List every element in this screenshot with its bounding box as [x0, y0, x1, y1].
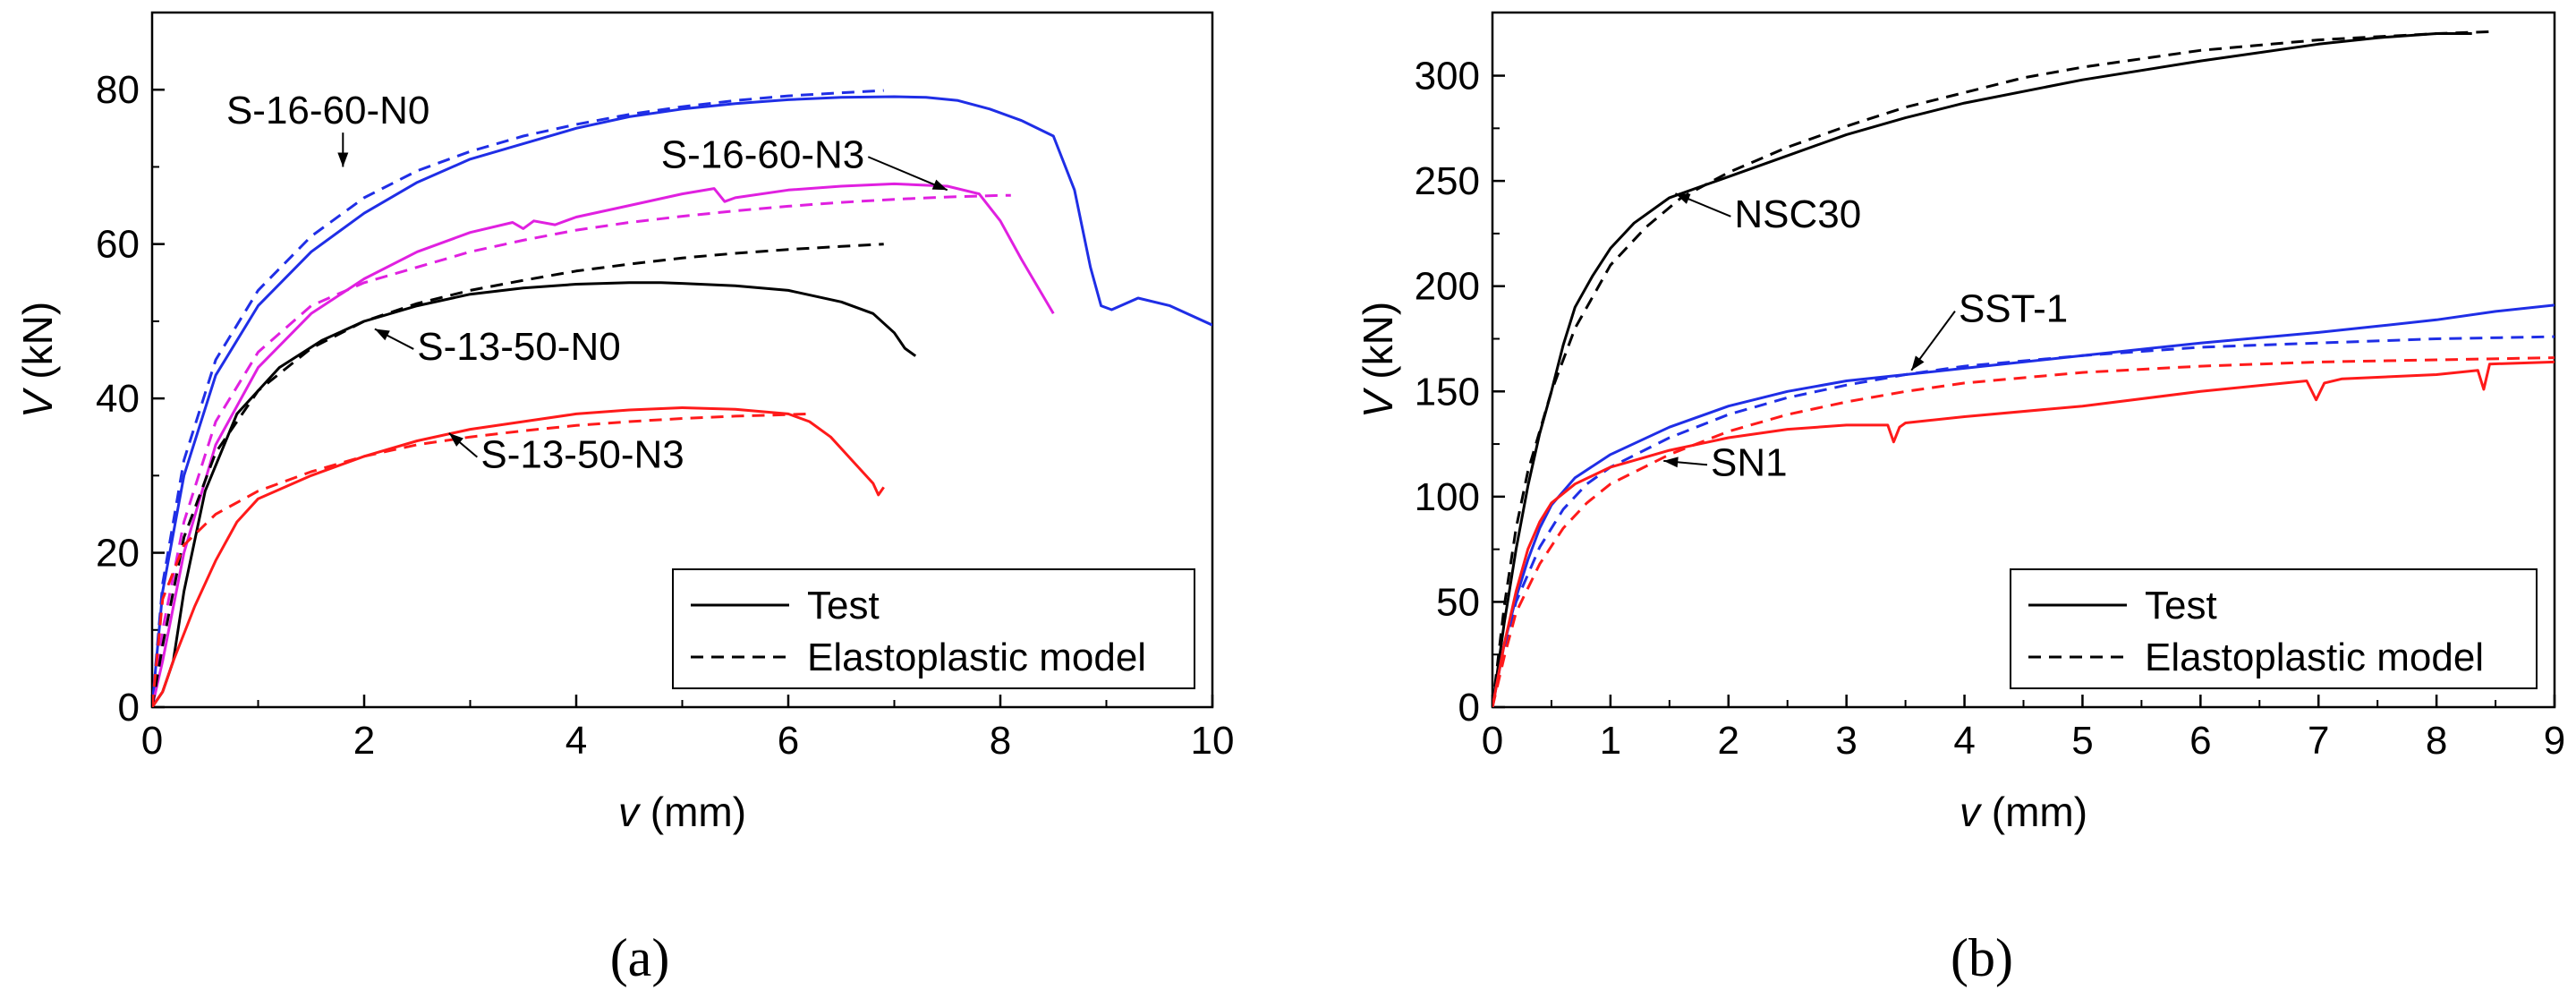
- x-tick-label: 9: [2544, 719, 2565, 763]
- annotation-arrowhead: [1911, 355, 1925, 371]
- legend: Test Elastoplastic model: [672, 568, 1195, 689]
- y-tick-label: 40: [96, 377, 140, 421]
- series-s-16-60-n3-model: [152, 193, 1011, 707]
- y-tick-label: 250: [1415, 159, 1480, 203]
- x-axis-variable: v: [1960, 789, 1983, 835]
- x-tick-label: 6: [778, 719, 799, 763]
- legend: Test Elastoplastic model: [2010, 568, 2538, 689]
- y-axis-label: V (kN): [1355, 302, 1401, 418]
- y-tick-label: 80: [96, 68, 140, 112]
- legend-label: Elastoplastic model: [2145, 636, 2484, 679]
- y-axis-label: V (kN): [14, 302, 61, 418]
- x-tick-label: 5: [2071, 719, 2093, 763]
- annotation-arrowhead: [1675, 193, 1691, 204]
- x-axis-unit: (mm): [1980, 789, 2087, 835]
- x-tick-label: 2: [353, 719, 375, 763]
- annotation-sst-1: SST-1: [1959, 287, 2068, 331]
- legend-label: Test: [807, 584, 880, 627]
- series-s-16-60-n0-model: [152, 89, 884, 707]
- panel-b-chart: 0 1 2 3 4 5 6 7 8 9 0 50 100 150 200 250 300 v (mm) V (kN)…: [1355, 11, 2565, 987]
- panel-a-chart: 0 2 4 6 8 10 0 20 40 60 80 v (mm) V (kN) S-16-60-N0 S-…: [14, 11, 1235, 987]
- x-tick-label: 4: [565, 719, 587, 763]
- x-tick-label: 2: [1718, 719, 1739, 763]
- series-s-13-50-n3-model: [152, 412, 810, 707]
- series-s-13-50-n0-test: [152, 281, 917, 707]
- x-axis-label: v (mm): [618, 789, 746, 835]
- y-tick-label: 200: [1415, 265, 1480, 309]
- annotation-arrowhead: [374, 329, 390, 341]
- series-sst-1-model: [1492, 335, 2555, 707]
- legend-box: [672, 568, 1195, 689]
- x-axis-label: v (mm): [1960, 789, 2087, 835]
- series-s-13-50-n3-test: [152, 406, 885, 707]
- panel-label: (a): [610, 928, 670, 987]
- y-tick-label: 20: [96, 532, 140, 576]
- y-tick-label: 0: [1458, 686, 1480, 730]
- panel-label: (b): [1951, 928, 2013, 987]
- y-tick-label: 0: [118, 686, 140, 730]
- y-tick-label: 150: [1415, 370, 1480, 414]
- annotation-nsc30: NSC30: [1734, 192, 1861, 236]
- y-axis-unit: (kN): [14, 302, 61, 391]
- series-sst-1-test: [1492, 303, 2555, 707]
- legend-label: Elastoplastic model: [807, 636, 1146, 679]
- x-tick-label: 0: [141, 719, 163, 763]
- y-tick-label: 300: [1415, 55, 1480, 98]
- annotation-arrowhead: [448, 432, 463, 447]
- annotation-s-16-60-n0: S-16-60-N0: [226, 89, 429, 132]
- y-axis-unit: (kN): [1355, 302, 1401, 391]
- series-s-16-60-n3-test: [152, 182, 1055, 707]
- series-sn1-model: [1492, 356, 2555, 707]
- annotation-sn1: SN1: [1711, 440, 1788, 484]
- series-sn1-test: [1492, 360, 2555, 707]
- x-tick-label: 4: [1953, 719, 1975, 763]
- y-tick-label: 100: [1415, 475, 1480, 519]
- y-tick-label: 60: [96, 223, 140, 267]
- legend-label: Test: [2145, 584, 2217, 627]
- x-axis-variable: v: [618, 789, 642, 835]
- y-axis-variable: V: [1355, 387, 1401, 418]
- legend-box: [2010, 568, 2538, 689]
- x-tick-label: 8: [2426, 719, 2447, 763]
- x-tick-label: 1: [1600, 719, 1621, 763]
- x-axis-unit: (mm): [639, 789, 746, 835]
- x-tick-label: 8: [990, 719, 1011, 763]
- annotation-arrowhead: [931, 179, 948, 191]
- x-tick-label: 3: [1835, 719, 1857, 763]
- series-s-16-60-n0-test: [152, 95, 1212, 707]
- x-tick-label: 7: [2308, 719, 2329, 763]
- annotation-s-13-50-n3: S-13-50-N3: [480, 433, 684, 477]
- annotation-arrowhead: [1663, 457, 1679, 468]
- x-tick-label: 10: [1191, 719, 1235, 763]
- x-tick-label: 0: [1482, 719, 1503, 763]
- annotation-arrowhead: [337, 152, 349, 167]
- y-axis-variable: V: [14, 387, 61, 418]
- series-nsc30-model: [1492, 30, 2496, 707]
- series-s-13-50-n0-model: [152, 243, 884, 707]
- annotation-s-16-60-n3: S-16-60-N3: [661, 132, 864, 176]
- y-tick-label: 50: [1436, 580, 1480, 624]
- annotation-s-13-50-n0: S-13-50-N0: [417, 325, 620, 369]
- x-tick-label: 6: [2189, 719, 2211, 763]
- series-nsc30-test: [1492, 32, 2472, 707]
